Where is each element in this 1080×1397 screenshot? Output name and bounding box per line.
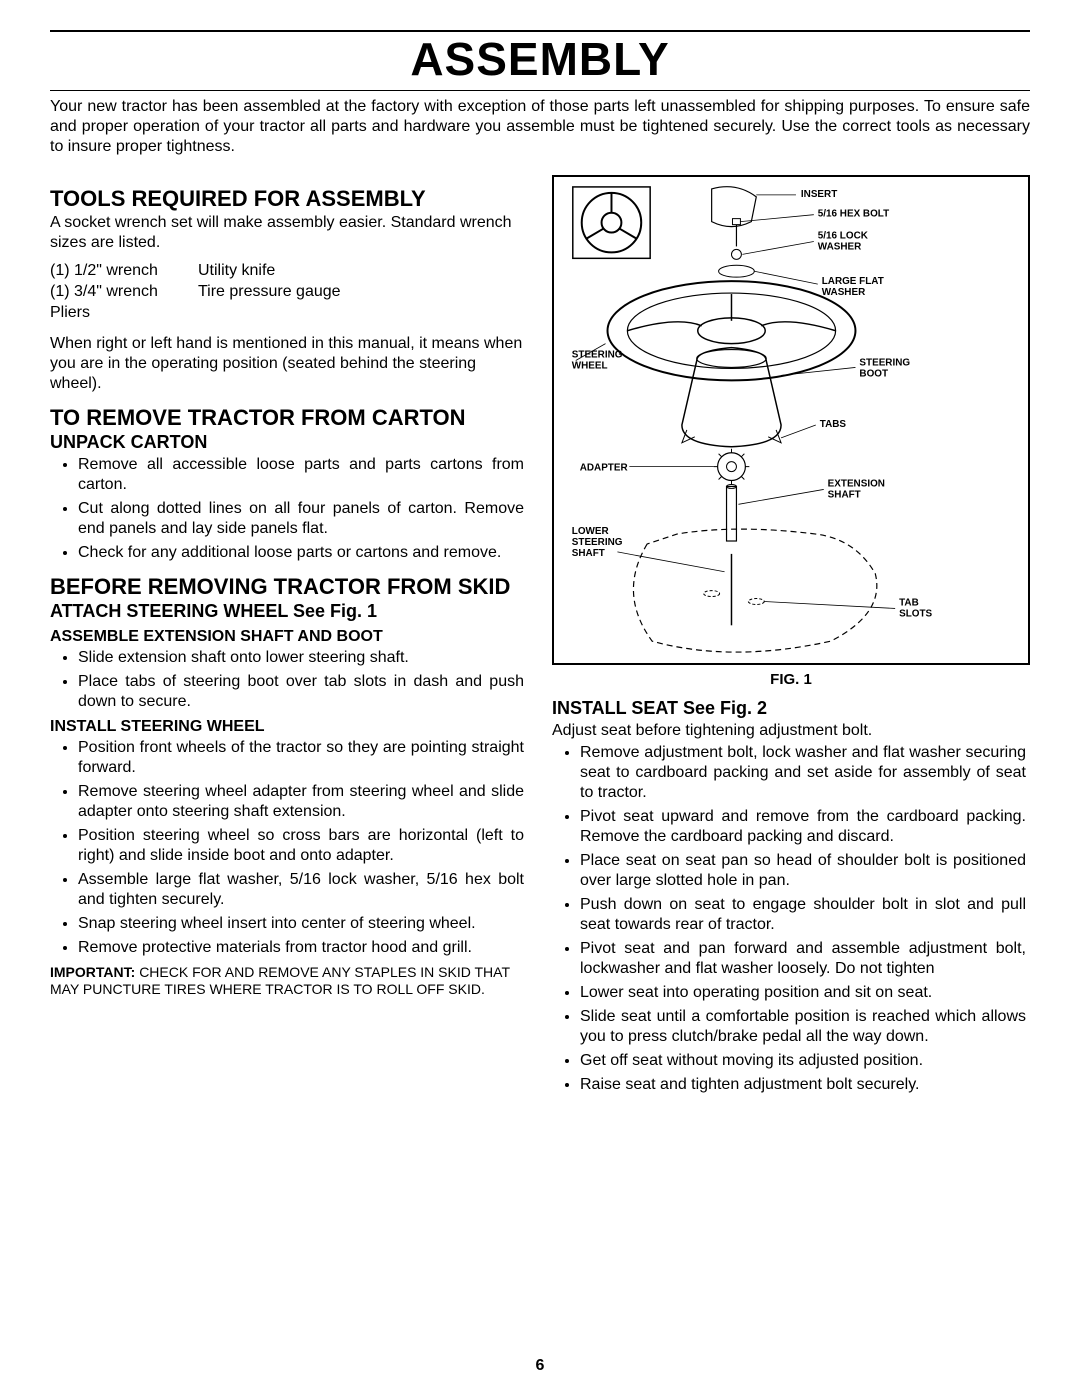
label-hex-bolt: 5/16 HEX BOLT	[818, 209, 889, 220]
label-adapter: ADAPTER	[580, 463, 628, 474]
tools-intro: A socket wrench set will make assembly e…	[50, 213, 528, 253]
tool-item: (1) 1/2" wrench	[50, 261, 158, 282]
list-item: Position front wheels of the tractor so …	[78, 738, 528, 778]
list-item: Raise seat and tighten adjustment bolt s…	[580, 1075, 1030, 1095]
assemble-ext-heading: ASSEMBLE EXTENSION SHAFT AND BOOT	[50, 628, 528, 646]
intro-paragraph: Your new tractor has been assembled at t…	[50, 97, 1030, 157]
list-item: Remove all accessible loose parts and pa…	[78, 455, 528, 495]
list-item: Slide extension shaft onto lower steerin…	[78, 648, 528, 668]
label-lower-shaft: LOWERSTEERINGSHAFT	[572, 526, 623, 559]
page-number: 6	[0, 1357, 1080, 1375]
important-label: IMPORTANT:	[50, 964, 135, 980]
attach-heading: ATTACH STEERING WHEEL See Fig. 1	[50, 601, 528, 622]
install-wheel-list: Position front wheels of the tractor so …	[50, 738, 528, 958]
list-item: Remove protective materials from tractor…	[78, 938, 528, 958]
install-seat-heading: INSTALL SEAT See Fig. 2	[552, 698, 1030, 719]
list-item: Get off seat without moving its adjusted…	[580, 1051, 1030, 1071]
label-insert: INSERT	[801, 189, 837, 200]
figure-caption: FIG. 1	[552, 671, 1030, 688]
tool-item: Utility knife	[198, 261, 341, 282]
list-item: Assemble large flat washer, 5/16 lock wa…	[78, 870, 528, 910]
steering-assembly-svg: INSERT 5/16 HEX BOLT 5/16 LOCKWASHER LAR…	[554, 177, 1028, 663]
install-seat-intro: Adjust seat before tightening adjustment…	[552, 721, 1030, 741]
list-item: Snap steering wheel insert into center o…	[78, 914, 528, 934]
install-seat-list: Remove adjustment bolt, lock washer and …	[552, 743, 1030, 1095]
label-tabs: TABS	[820, 419, 847, 430]
list-item: Push down on seat to engage shoulder bol…	[580, 895, 1030, 935]
list-item: Place tabs of steering boot over tab slo…	[78, 672, 528, 712]
two-column-layout: TOOLS REQUIRED FOR ASSEMBLY A socket wre…	[50, 175, 1030, 1099]
remove-heading: TO REMOVE TRACTOR FROM CARTON	[50, 406, 528, 430]
list-item: Lower seat into operating position and s…	[580, 983, 1030, 1003]
list-item: Check for any additional loose parts or …	[78, 543, 528, 563]
list-item: Slide seat until a comfortable position …	[580, 1007, 1030, 1047]
label-steering-boot: STEERINGBOOT	[859, 357, 910, 379]
orientation-note: When right or left hand is mentioned in …	[50, 334, 528, 394]
list-item: Pivot seat and pan forward and assemble …	[580, 939, 1030, 979]
right-column: INSERT 5/16 HEX BOLT 5/16 LOCKWASHER LAR…	[552, 175, 1030, 1099]
tools-table: (1) 1/2" wrench (1) 3/4" wrench Pliers U…	[50, 261, 528, 323]
before-heading: BEFORE REMOVING TRACTOR FROM SKID	[50, 575, 528, 599]
figure-1-diagram: INSERT 5/16 HEX BOLT 5/16 LOCKWASHER LAR…	[552, 175, 1030, 665]
unpack-list: Remove all accessible loose parts and pa…	[50, 455, 528, 563]
page-title: ASSEMBLY	[50, 30, 1030, 91]
tools-heading: TOOLS REQUIRED FOR ASSEMBLY	[50, 187, 528, 211]
tool-item: (1) 3/4" wrench	[50, 282, 158, 303]
important-note: IMPORTANT: CHECK FOR AND REMOVE ANY STAP…	[50, 964, 528, 998]
left-column: TOOLS REQUIRED FOR ASSEMBLY A socket wre…	[50, 175, 528, 1099]
assemble-ext-list: Slide extension shaft onto lower steerin…	[50, 648, 528, 712]
tool-item: Pliers	[50, 303, 158, 324]
list-item: Position steering wheel so cross bars ar…	[78, 826, 528, 866]
label-extension-shaft: EXTENSIONSHAFT	[828, 478, 885, 500]
tools-col-1: (1) 1/2" wrench (1) 3/4" wrench Pliers	[50, 261, 158, 323]
label-steering-wheel: STEERINGWHEEL	[572, 350, 623, 372]
label-flat-washer: LARGE FLATWASHER	[822, 276, 884, 298]
tools-col-2: Utility knife Tire pressure gauge	[198, 261, 341, 323]
list-item: Place seat on seat pan so head of should…	[580, 851, 1030, 891]
label-lock-washer: 5/16 LOCKWASHER	[818, 230, 869, 252]
install-wheel-heading: INSTALL STEERING WHEEL	[50, 718, 528, 736]
list-item: Remove steering wheel adapter from steer…	[78, 782, 528, 822]
label-tab-slots: TABSLOTS	[899, 597, 932, 619]
list-item: Pivot seat upward and remove from the ca…	[580, 807, 1030, 847]
list-item: Remove adjustment bolt, lock washer and …	[580, 743, 1030, 803]
unpack-heading: UNPACK CARTON	[50, 432, 528, 453]
tool-item: Tire pressure gauge	[198, 282, 341, 303]
list-item: Cut along dotted lines on all four panel…	[78, 499, 528, 539]
